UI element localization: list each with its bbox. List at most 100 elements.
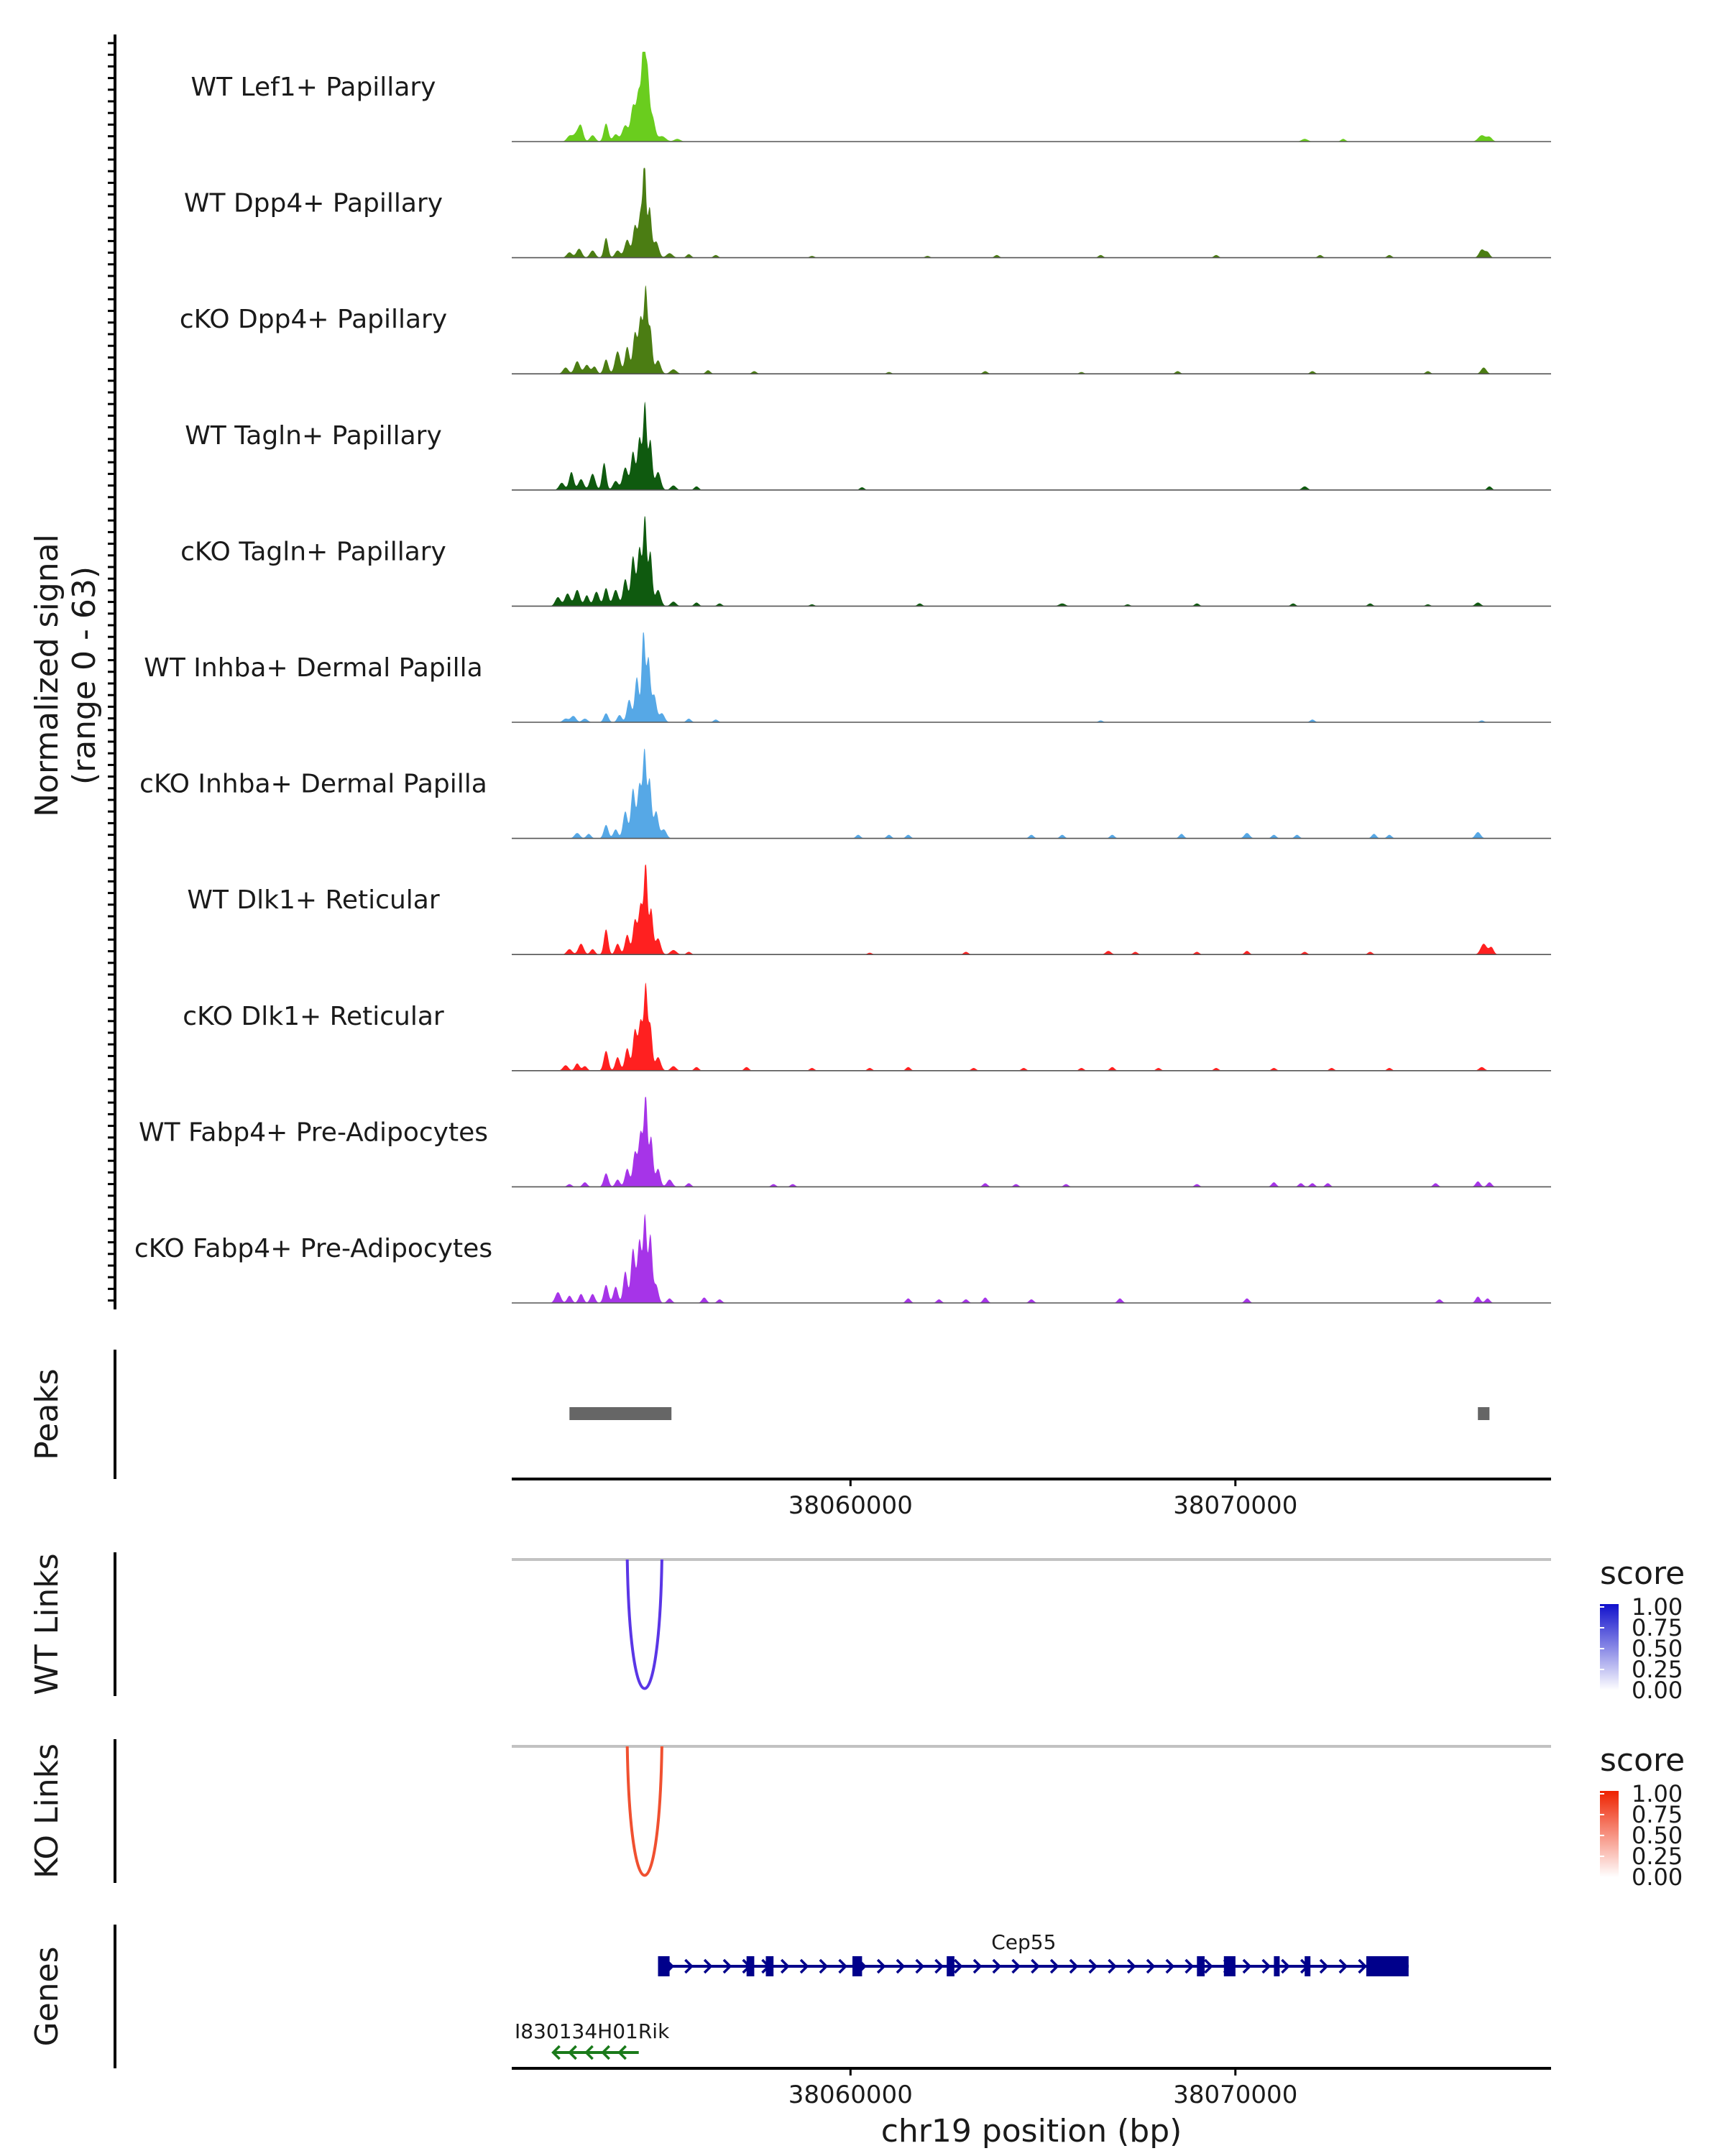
coverage-area [512,285,1551,374]
x-tick-label: 38060000 [788,2081,913,2109]
coverage-track: cKO Inhba+ Dermal Papilla [139,748,1551,839]
peak-region [569,1407,672,1420]
strand-arrow [1281,1958,1290,1974]
strand-arrow [799,1958,809,1974]
coverage-track-label: cKO Fabp4+ Pre-Adipocytes [134,1234,492,1263]
legend-tick-label: 0.00 [1632,1864,1683,1891]
strand-arrow [1049,1958,1059,1974]
cep55-gene-model [658,1956,1409,1976]
coverage-area [512,516,1551,607]
strand-arrow [617,2045,627,2060]
strand-arrow [780,1958,790,1974]
coverage-track: cKO Tagln+ Papillary [180,516,1551,607]
ko-links-panel: KO Links score 1.000.750.500.250.00 [29,1739,1685,1891]
exon-block [1197,1956,1205,1976]
coverage-area [512,167,1551,258]
legend-tick-label: 0.25 [1632,1656,1683,1683]
coverage-area [512,748,1551,839]
x-tick-label: 38070000 [1173,1491,1297,1520]
legend-tick-label: 1.00 [1632,1780,1683,1807]
coverage-track-label: WT Dpp4+ Papillary [184,189,443,218]
i830134h01rik-gene-model [551,2045,639,2060]
exon-block [765,1956,774,1976]
coverage-track: cKO Fabp4+ Pre-Adipocytes [134,1214,1551,1304]
coverage-area [512,1214,1551,1303]
strand-arrow [876,1958,886,1974]
legend-tick-label: 0.75 [1632,1614,1683,1641]
exon-block [1274,1956,1280,1976]
strand-arrow [1358,1958,1368,1974]
legend-tick-label: 0.00 [1632,1677,1683,1704]
coverage-y-axis-range: (range 0 - 63) [66,566,103,785]
strand-arrow [992,1958,1002,1974]
i830134h01rik-gene-label: I830134H01Rik [515,2019,670,2043]
strand-arrow [915,1958,925,1974]
strand-arrow [819,1958,829,1974]
strand-arrow [838,1958,848,1974]
wt-links-track-label: WT Links [29,1553,65,1695]
x-tick-label: 38060000 [788,1491,913,1520]
x-tick-label: 38070000 [1173,2081,1297,2109]
coverage-track: WT Lef1+ Papillary [191,52,1551,142]
strand-arrow [1088,1958,1098,1974]
coverage-track: cKO Dpp4+ Papillary [180,285,1551,375]
coverage-track: WT Dpp4+ Papillary [184,167,1551,259]
strand-arrow [1126,1958,1136,1974]
coverage-track: WT Dlk1+ Reticular [187,865,1551,955]
strand-arrow [1204,1958,1213,1974]
x-axis-title: chr19 position (bp) [881,2113,1182,2150]
strand-arrow [896,1958,906,1974]
strand-arrow [1242,1958,1252,1974]
coverage-track: cKO Dlk1+ Reticular [183,982,1551,1072]
exon-block [852,1956,862,1976]
strand-arrow [1146,1958,1156,1974]
peaks-x-ticks: 38060000 38070000 [788,1479,1297,1520]
strand-arrow [1011,1958,1021,1974]
strand-arrow [1261,1958,1271,1974]
coverage-track-label: WT Lef1+ Papillary [191,73,436,102]
coverage-track: WT Inhba+ Dermal Papilla [144,632,1551,723]
exon-block [1223,1956,1236,1976]
ko-legend-colorbar [1600,1791,1619,1877]
peaks-panel: Peaks 38060000 38070000 [29,1350,1551,1520]
wt-link-arc [625,1559,663,1690]
coverage-track-label: WT Tagln+ Papillary [185,421,442,451]
legend-tick-label: 0.75 [1632,1801,1683,1828]
coverage-track-label: WT Fabp4+ Pre-Adipocytes [139,1118,488,1147]
coverage-track-label: cKO Dpp4+ Papillary [180,305,447,334]
ko-legend-title: score [1600,1742,1685,1779]
strand-arrow [1165,1958,1175,1974]
strand-arrow [703,1958,713,1974]
strand-arrow [1031,1958,1040,1974]
strand-arrow [1184,1958,1195,1974]
strand-arrow [722,1958,732,1974]
coverage-area [512,52,1551,142]
genes-x-ticks: 38060000 38070000 [788,2068,1297,2109]
strand-arrow [934,1958,944,1974]
coverage-y-axis-label: Normalized signal [29,534,65,817]
coverage-track-label: cKO Dlk1+ Reticular [183,1002,444,1031]
strand-arrow [1069,1958,1079,1974]
legend-tick-label: 0.25 [1632,1843,1683,1870]
legend-tick-label: 0.50 [1632,1822,1683,1849]
exon-block [1366,1956,1409,1976]
legend-tick-label: 1.00 [1632,1593,1683,1621]
wt-links-panel: WT Links score 1.000.750.500.250.00 [29,1552,1685,1704]
coverage-track-label: WT Inhba+ Dermal Papilla [144,653,482,683]
strand-arrow [953,1958,963,1974]
coverage-track-label: cKO Tagln+ Papillary [180,537,446,566]
coverage-panel: Normalized signal (range 0 - 63) WT Lef1… [29,34,1551,1309]
coverage-area [512,1097,1551,1187]
ko-links-track-label: KO Links [29,1743,65,1879]
wt-legend-title: score [1600,1555,1685,1592]
strand-arrow [568,2045,577,2060]
coverage-area [512,982,1551,1071]
coverage-track: WT Tagln+ Papillary [185,401,1551,491]
exon-block [1305,1956,1311,1976]
strand-arrow [1319,1958,1329,1974]
coverage-track-label: cKO Inhba+ Dermal Papilla [139,770,487,799]
genes-panel: Genes Cep55 I830134H01Rik 38060000 380700… [29,1925,1551,2150]
ko-link-arc [625,1746,663,1877]
peak-region [1478,1407,1490,1420]
